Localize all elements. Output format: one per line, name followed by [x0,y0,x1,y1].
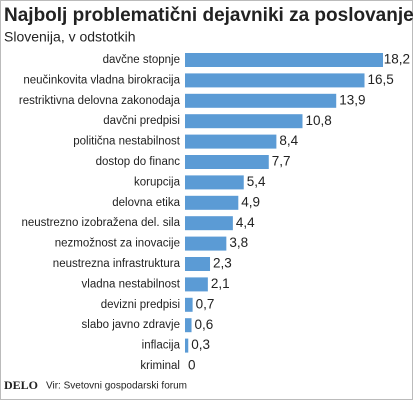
bar [185,155,269,169]
category-label: politična nestabilnost [73,136,181,148]
category-label: korupcija [134,176,181,188]
source: Vir: Svetovni gospodarski forum [46,381,187,392]
category-label: delovna etika [112,197,180,209]
value-label: 4,4 [236,215,255,230]
category-label: vladna nestabilnost [82,278,181,290]
bar [185,195,239,210]
value-label: 0 [188,358,196,373]
bar [185,114,303,129]
category-label: devizni predpisi [101,299,180,311]
bar [185,338,189,353]
value-label: 16,5 [368,72,394,87]
bar [185,236,227,251]
value-label: 5,4 [247,174,266,189]
chart-subtitle: Slovenija, v odstotkih [4,29,136,45]
category-label: davčne stopnje [103,54,180,66]
category-label: restriktivna delovna zakonodaja [19,95,181,107]
bar [185,134,277,149]
category-label: neustrezno izobražena del. sila [21,217,180,229]
bar [185,93,337,108]
category-label: kriminal [140,360,180,372]
bar [185,175,244,190]
bar [185,53,383,67]
category-label: slabo javno zdravje [82,319,180,331]
value-label: 0,7 [196,296,215,311]
logo: DELO [4,378,38,392]
bar [185,277,208,292]
value-label: 0,6 [195,317,214,332]
category-label: nezmožnost za inovacije [55,238,180,250]
value-label: 10,8 [305,113,331,128]
value-label: 4,9 [241,194,260,209]
value-label: 2,3 [213,256,232,271]
value-label: 2,1 [211,276,230,291]
value-label: 0,3 [191,337,210,352]
category-label: neustrezna infrastruktura [53,258,181,270]
bar [185,216,233,231]
category-label: dostop do financ [96,156,181,168]
value-label: 13,9 [339,92,365,107]
category-label: inflacija [142,340,181,352]
bar [185,257,211,271]
bar [185,297,193,312]
bar [185,73,365,88]
chart-title: Najbolj problematični dejavniki za poslo… [4,5,413,26]
value-label: 3,8 [229,235,248,250]
value-label: 7,7 [272,154,291,169]
bar [185,318,192,333]
value-label: 8,4 [279,133,298,148]
category-label: neučinkovita vladna birokracija [23,74,180,86]
category-label: davčni predpisi [103,115,180,127]
value-label: 18,2 [384,52,410,67]
